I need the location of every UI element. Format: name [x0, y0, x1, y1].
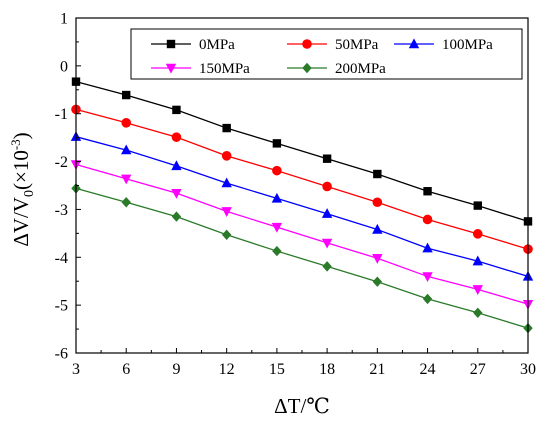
x-tick-label: 27: [470, 361, 486, 378]
legend-item-0MPa: 0MPa: [151, 37, 235, 53]
x-tick-label: 24: [420, 361, 436, 378]
plot-area: [70, 77, 534, 334]
data-point-200MPa-6: [121, 197, 131, 208]
y-axis-title-subscript: 0: [22, 190, 37, 197]
data-point-100MPa-27: [472, 255, 483, 266]
series-0MPa: [71, 77, 533, 226]
legend-marker: [165, 63, 177, 74]
y-axis-title-paren-close: ): [9, 132, 33, 139]
data-point-0MPa-21: [373, 169, 382, 179]
legend-label: 100MPa: [442, 37, 493, 53]
legend-item-50MPa: 50MPa: [287, 37, 379, 53]
data-point-150MPa-12: [221, 207, 232, 217]
y-axis-title: ΔV/V0(×10-3): [8, 132, 37, 246]
data-point-150MPa-9: [171, 188, 182, 199]
series-line-200MPa: [75, 187, 529, 329]
data-point-150MPa-18: [321, 238, 333, 249]
axes: 3 6 9 12 15 18 21 24 27 30 1 0 -1 -2 -3 -4 -5 -6: [55, 11, 536, 379]
x-tick-label: 12: [219, 361, 235, 378]
x-tick-label: 3: [72, 361, 80, 378]
series-line-50MPa: [75, 108, 529, 250]
y-tick-label: -4: [55, 250, 68, 267]
data-point-100MPa-18: [321, 208, 333, 218]
legend-box: [130, 28, 523, 80]
data-point-100MPa-24: [422, 242, 433, 253]
y-tick-label: 0: [60, 58, 68, 75]
data-point-200MPa-18: [322, 261, 332, 272]
series-line-150MPa: [75, 163, 529, 305]
legend-item-100MPa: 100MPa: [394, 37, 493, 53]
y-tick-label: 1: [60, 11, 68, 28]
legend-marker: [408, 38, 420, 49]
legend-marker: [302, 62, 312, 74]
x-tick-label: 21: [369, 361, 385, 378]
y-tick-label: -2: [55, 154, 68, 171]
y-tick-label: -1: [55, 106, 68, 123]
data-point-200MPa-9: [171, 211, 182, 222]
data-point-0MPa-18: [322, 154, 332, 163]
data-point-150MPa-24: [422, 272, 433, 283]
data-point-0MPa-15: [272, 139, 282, 148]
data-point-150MPa-15: [271, 222, 283, 233]
x-tick-label: 9: [172, 361, 180, 378]
y-tick-label: -6: [55, 346, 68, 363]
data-point-50MPa-18: [322, 181, 332, 192]
data-point-0MPa-12: [222, 123, 231, 133]
data-point-0MPa-9: [172, 105, 181, 115]
legend-item-150MPa: 150MPa: [151, 61, 250, 77]
data-point-200MPa-12: [221, 229, 232, 240]
data-point-100MPa-15: [271, 192, 283, 203]
data-point-50MPa-12: [221, 151, 232, 161]
series-line-100MPa: [75, 136, 529, 278]
series-150MPa: [70, 160, 534, 310]
x-tick-label: 18: [319, 361, 335, 378]
data-point-0MPa-24: [423, 187, 432, 196]
data-point-200MPa-21: [372, 276, 383, 287]
x-tick-label: 30: [520, 361, 536, 378]
legend-label: 150MPa: [199, 61, 250, 77]
data-point-100MPa-9: [171, 160, 182, 171]
x-tick-label: 6: [122, 361, 130, 378]
data-point-0MPa-27: [473, 201, 482, 210]
legend-marker: [302, 39, 312, 49]
x-axis-title: ΔT/℃: [274, 394, 330, 418]
y-axis-title-paren: (×10: [9, 150, 33, 190]
data-point-50MPa-6: [121, 118, 132, 128]
legend: 0MPa 50MPa 100MPa 150MPa 200MPa: [130, 28, 523, 80]
legend-label: 50MPa: [335, 37, 379, 53]
y-axis-title-main: ΔV/V: [9, 197, 33, 247]
data-point-200MPa-24: [422, 293, 433, 305]
series-line-0MPa: [75, 81, 529, 223]
legend-marker: [166, 39, 176, 49]
data-point-50MPa-15: [272, 165, 282, 176]
data-point-0MPa-6: [122, 90, 131, 100]
data-point-100MPa-21: [372, 223, 383, 234]
data-point-50MPa-24: [422, 214, 433, 225]
data-point-100MPa-6: [121, 144, 132, 155]
legend-item-200MPa: 200MPa: [287, 61, 386, 77]
data-point-50MPa-21: [372, 197, 383, 208]
legend-label: 0MPa: [199, 37, 235, 53]
data-point-50MPa-27: [472, 229, 483, 239]
legend-label: 200MPa: [335, 61, 386, 77]
data-point-150MPa-27: [472, 285, 483, 295]
data-point-200MPa-15: [272, 245, 282, 257]
series-50MPa: [71, 104, 533, 254]
data-point-150MPa-21: [372, 254, 383, 264]
x-tick-label: 15: [269, 361, 285, 378]
y-tick-label: -3: [55, 202, 68, 219]
data-point-50MPa-9: [171, 132, 182, 142]
data-point-100MPa-12: [221, 177, 232, 188]
y-axis-title-superscript: -3: [8, 139, 23, 150]
data-point-150MPa-6: [121, 174, 132, 185]
data-point-200MPa-27: [473, 307, 483, 318]
y-tick-label: -5: [55, 298, 68, 315]
